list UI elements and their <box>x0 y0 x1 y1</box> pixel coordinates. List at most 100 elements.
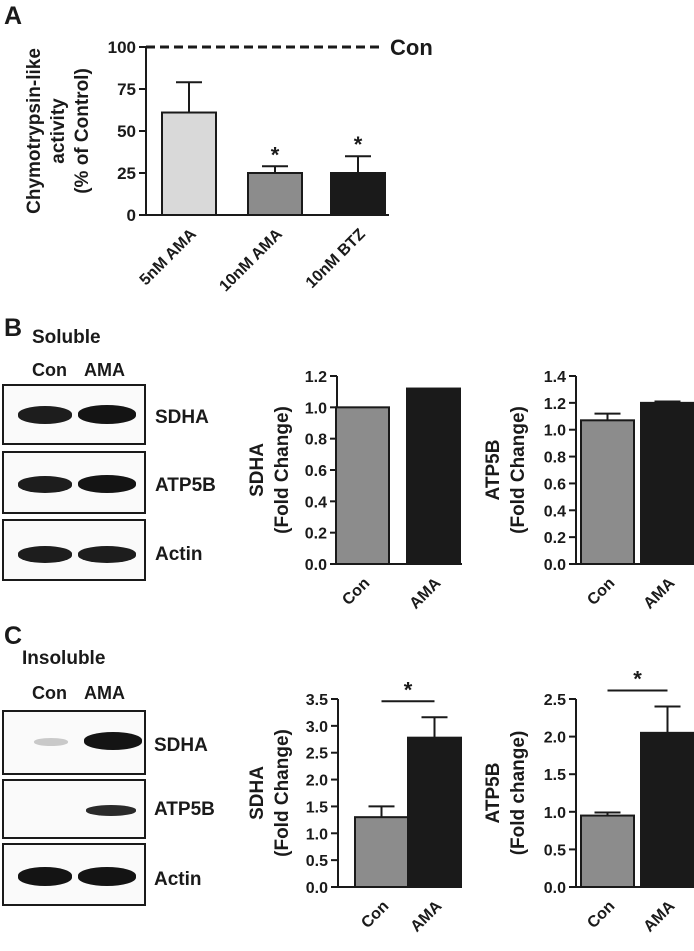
y-tick-label: 0.0 <box>305 557 327 574</box>
blot-atp5b-insoluble <box>2 779 146 839</box>
bar <box>407 736 462 888</box>
bar <box>580 419 635 566</box>
blot-sdha-soluble <box>2 384 146 445</box>
band <box>78 475 136 493</box>
y-tick-label: 0.6 <box>305 463 327 480</box>
y-axis-label: (Fold Change) <box>508 406 529 534</box>
blot-label-actin-c: Actin <box>154 869 202 890</box>
y-tick-label: 3.0 <box>306 719 328 736</box>
y-tick-label: 2.5 <box>544 692 566 709</box>
band <box>84 732 142 750</box>
category-label: AMA <box>641 574 679 612</box>
blot-actin-insoluble <box>2 843 146 906</box>
band <box>18 546 72 563</box>
significance-marker: * <box>633 667 642 692</box>
bar <box>335 406 390 566</box>
y-tick-label: 0.5 <box>544 842 566 859</box>
bar <box>406 387 461 565</box>
y-axis-label: ATP5B <box>483 440 504 501</box>
control-reference-label: Con <box>390 35 433 60</box>
chart-c-1: 0.0 0.5 1.0 1.5 2.0 2.5 3.0 3.5 SDHA (Fold Change… <box>247 677 462 936</box>
y-tick-label: 1.0 <box>305 400 327 417</box>
lane-label-con-c: Con <box>32 683 67 703</box>
band <box>86 805 136 816</box>
blot-label-atp5b-c: ATP5B <box>154 799 215 820</box>
category-label: 10nM BTZ <box>303 226 369 292</box>
panel-letter-b: B <box>4 314 23 342</box>
category-label: AMA <box>641 897 679 935</box>
lane-label-ama-b: AMA <box>84 360 125 380</box>
y-axis-label: (Fold change) <box>508 731 529 856</box>
y-tick-label: 0.0 <box>544 557 566 574</box>
y-axis-label: (Fold Change) <box>272 729 293 857</box>
category-label: Con <box>584 898 618 932</box>
bar <box>640 401 694 565</box>
y-tick-label: 25 <box>117 164 136 183</box>
blot-label-sdha-c: SDHA <box>154 735 208 756</box>
y-tick-label: 0.4 <box>544 503 566 520</box>
bar <box>640 731 694 889</box>
y-axis-label: activity <box>48 98 69 164</box>
y-tick-label: 0.5 <box>306 853 328 870</box>
y-tick-label: 0.6 <box>544 476 566 493</box>
category-label: AMA <box>408 897 446 935</box>
bar <box>580 814 635 888</box>
y-tick-label: 1.2 <box>544 396 566 413</box>
chart-c-2: 0.0 0.5 1.0 1.5 2.0 2.5 ATP5B (Fold change) Con A… <box>483 667 694 936</box>
y-tick-label: 0.2 <box>305 526 327 543</box>
category-label: Con <box>584 575 618 609</box>
bar <box>247 172 303 216</box>
y-tick-label: 1.0 <box>306 826 328 843</box>
blot-label-actin-b: Actin <box>155 544 203 565</box>
y-tick-label: 3.5 <box>306 692 328 709</box>
chart-a: 0 25 50 75 100 Chymotrypsin-like activity (% of… <box>24 35 433 295</box>
y-tick-label: 0.0 <box>544 880 566 897</box>
band <box>78 405 136 424</box>
y-tick-label: 0.0 <box>306 880 328 897</box>
category-label: 5nM AMA <box>137 225 200 288</box>
significance-marker: * <box>271 142 280 167</box>
soluble-heading: Soluble <box>32 327 101 348</box>
y-axis-label: (Fold Change) <box>272 406 293 534</box>
significance-marker: * <box>404 677 413 702</box>
category-label: 10nM AMA <box>216 225 286 295</box>
y-tick-label: 2.0 <box>544 730 566 747</box>
y-tick-label: 1.0 <box>544 805 566 822</box>
y-tick-label: 1.2 <box>305 369 327 386</box>
insoluble-heading: Insoluble <box>22 648 106 669</box>
bar <box>354 816 409 889</box>
y-tick-label: 2.0 <box>306 773 328 790</box>
blot-sdha-insoluble <box>2 710 146 775</box>
lane-label-con-b: Con <box>32 360 67 380</box>
band <box>18 406 72 424</box>
chart-b-1: 0.0 0.2 0.4 0.6 0.8 1.0 1.2 SDHA (Fold Change) Co… <box>247 369 462 613</box>
band <box>34 738 68 746</box>
band <box>78 546 136 563</box>
panel-letter-a: A <box>4 2 23 30</box>
lane-label-ama-c: AMA <box>84 683 125 703</box>
y-tick-label: 0.8 <box>544 450 566 467</box>
blot-label-atp5b-b: ATP5B <box>155 475 216 496</box>
y-tick-label: 1.5 <box>306 799 328 816</box>
y-tick-label: 2.5 <box>306 746 328 763</box>
y-axis-label: SDHA <box>247 443 268 497</box>
blot-label-sdha-b: SDHA <box>155 407 209 428</box>
y-tick-label: 1.5 <box>544 767 566 784</box>
y-tick-label: 0.4 <box>305 494 327 511</box>
significance-marker: * <box>354 132 363 157</box>
blot-actin-soluble <box>2 519 146 581</box>
category-label: Con <box>339 575 373 609</box>
category-label: AMA <box>407 574 445 612</box>
y-tick-label: 100 <box>108 38 136 57</box>
bar <box>161 111 217 216</box>
y-axis-label: (% of Control) <box>72 68 93 194</box>
band <box>78 867 136 886</box>
chart-b-2: 0.0 0.2 0.4 0.6 0.8 1.0 1.2 1.4 ATP5B (Fold Chang… <box>483 369 694 613</box>
y-tick-label: 0.8 <box>305 432 327 449</box>
category-label: Con <box>358 898 392 932</box>
blot-atp5b-soluble <box>2 451 146 514</box>
y-tick-label: 0.2 <box>544 530 566 547</box>
y-tick-label: 0 <box>127 206 136 225</box>
